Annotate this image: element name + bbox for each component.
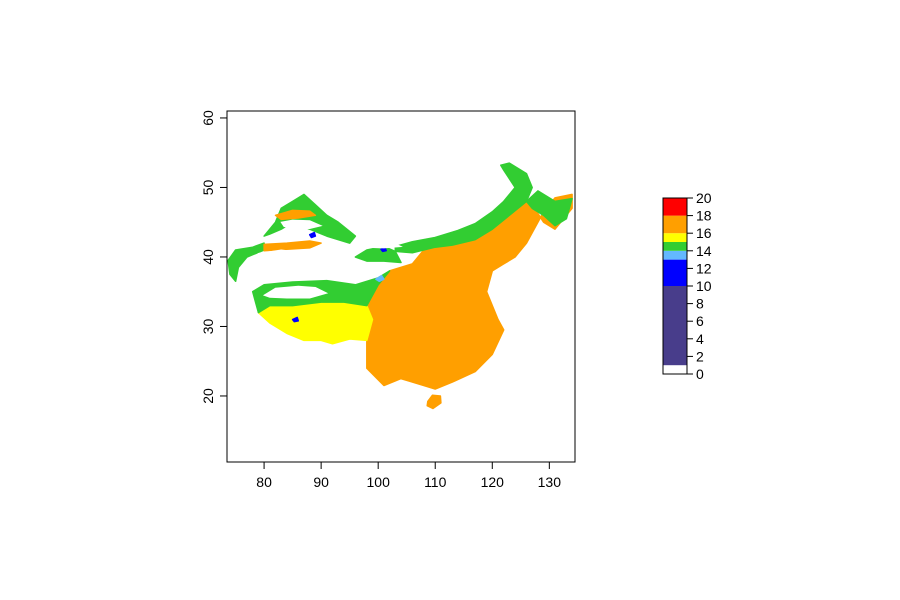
region-tarim-rim [263, 240, 322, 252]
x-tick-label-120: 120 [481, 474, 505, 490]
x-tick-label-90: 90 [313, 474, 329, 490]
legend-label-4: 4 [696, 331, 704, 347]
x-tick-label-130: 130 [538, 474, 562, 490]
legend-label-16: 16 [696, 225, 712, 241]
x-tick-label-80: 80 [256, 474, 272, 490]
legend-label-20: 20 [696, 190, 712, 206]
region-tibet-south [257, 301, 374, 345]
legend-label-18: 18 [696, 208, 712, 224]
region-inner-mongolia [394, 162, 533, 254]
no-data-tarim-basin [246, 249, 322, 279]
x-tick-label-100: 100 [367, 474, 391, 490]
legend-bin-1 [663, 286, 687, 366]
legend-bin-3 [663, 250, 687, 260]
region-gansu-green [354, 245, 402, 264]
region-qinghai-lake [375, 274, 385, 283]
legend-bin-0 [663, 365, 687, 374]
legend-label-8: 8 [696, 296, 704, 312]
region-southeast [366, 193, 573, 390]
y-tick-label-30: 30 [200, 318, 216, 334]
x-tick-label-110: 110 [424, 474, 447, 490]
legend-label-0: 0 [696, 366, 704, 382]
y-tick-label-20: 20 [200, 388, 216, 404]
no-data-qaidam-basin [326, 264, 365, 281]
legend-label-10: 10 [696, 278, 712, 294]
legend-bin-6 [663, 215, 687, 234]
legend-label-6: 6 [696, 313, 704, 329]
y-tick-label-60: 60 [200, 110, 216, 126]
y-axis: 20 30 40 50 60 [200, 110, 228, 404]
legend-bin-7 [663, 198, 687, 216]
legend-bin-5 [663, 233, 687, 242]
region-lake-1 [308, 231, 317, 239]
map-area [227, 162, 573, 410]
region-xinjiang-west [227, 242, 265, 283]
region-lake-3 [291, 316, 300, 323]
legend-label-14: 14 [696, 243, 712, 259]
legend-bin-4 [663, 242, 687, 251]
no-data-tibet-plateau-north [262, 285, 329, 299]
region-northeast-green [525, 190, 573, 227]
no-data-dzungaria-basin [280, 219, 323, 229]
legend-label-2: 2 [696, 348, 704, 364]
region-dzungaria-rim [274, 209, 317, 221]
y-tick-label-40: 40 [200, 249, 216, 265]
no-data-alxa-plateau [360, 238, 403, 249]
y-tick-label-50: 50 [200, 179, 216, 195]
legend-bin-2 [663, 259, 687, 286]
legend-label-12: 12 [696, 260, 712, 276]
x-axis: 80 90 100 110 120 130 [256, 461, 562, 490]
region-hainan [426, 394, 442, 410]
